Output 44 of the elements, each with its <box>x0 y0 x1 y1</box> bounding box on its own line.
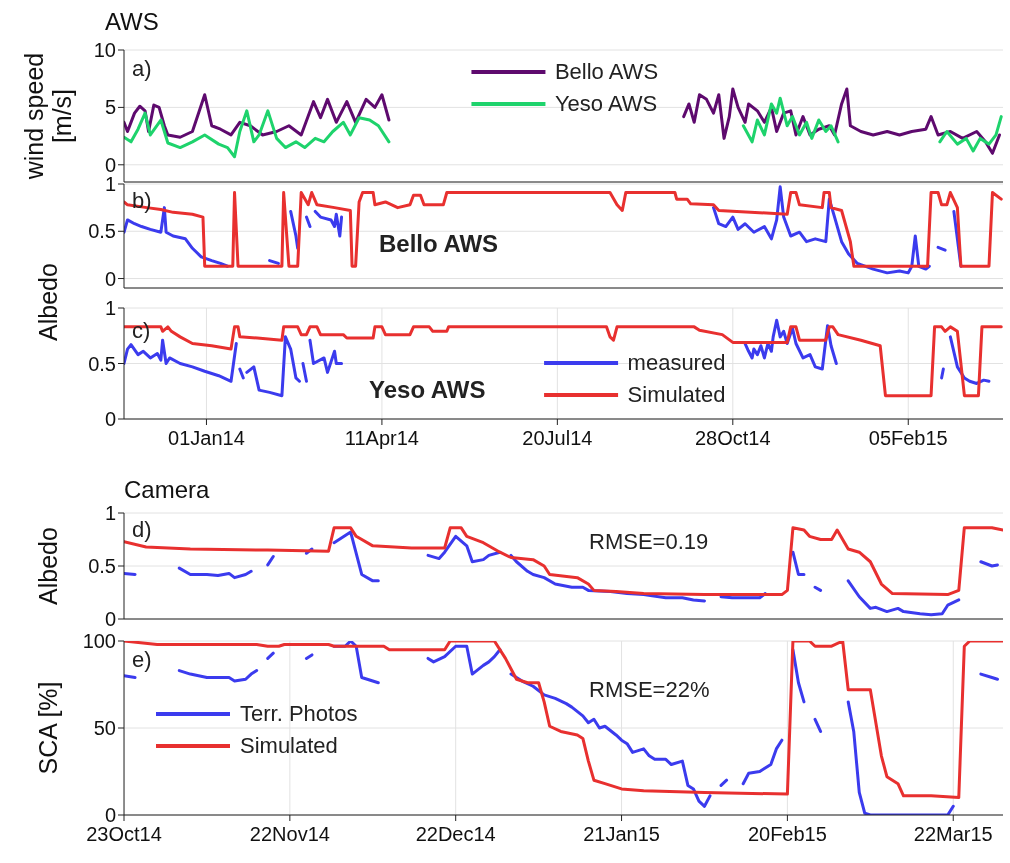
y-tick-label: 5 <box>104 96 116 119</box>
y-axis-title: Albedo <box>34 526 62 607</box>
annotation: Yeso AWS <box>369 376 486 404</box>
y-axis-title: Albedo <box>34 261 62 343</box>
annotation: d) <box>132 517 152 543</box>
legend-label: Simulated <box>240 733 338 759</box>
annotation: a) <box>132 56 152 82</box>
legend-label: measured <box>627 350 726 376</box>
x-tick-label: 21Jan15 <box>583 823 660 846</box>
legend-label: Terr. Photos <box>240 701 358 727</box>
x-tick-label: 11Apr14 <box>344 427 419 450</box>
y-tick-label: 0.5 <box>88 352 116 375</box>
legend-label: Simulated <box>627 382 726 408</box>
y-tick-label: 0.5 <box>88 220 116 243</box>
y-axis-title: SCA [%] <box>34 680 62 777</box>
legend-label: Bello AWS <box>554 59 659 85</box>
x-tick-label: 28Oct14 <box>695 427 771 450</box>
x-tick-label: 20Jul14 <box>522 427 593 450</box>
y-tick-label: 0 <box>104 153 116 176</box>
annotation: Bello AWS <box>379 230 499 258</box>
y-tick-label: 0 <box>104 267 116 290</box>
x-tick-label: 01Jan14 <box>168 427 245 450</box>
y-tick-label: 50 <box>93 717 116 740</box>
annotation: RMSE=0.19 <box>589 529 709 555</box>
chart-title: AWS <box>105 8 159 36</box>
line-series <box>124 191 1003 268</box>
annotation: e) <box>132 647 152 673</box>
y-tick-label: 1 <box>104 297 116 320</box>
x-tick-label: 05Feb15 <box>868 427 948 450</box>
x-tick-label: 22Nov14 <box>249 823 330 846</box>
x-tick-label: 22Mar15 <box>913 823 993 846</box>
y-tick-label: 0 <box>104 608 116 631</box>
y-tick-label: 0.5 <box>88 555 116 578</box>
y-axis-title: wind speed [m/s] <box>20 51 76 182</box>
legend-label: Yeso AWS <box>554 91 658 117</box>
y-tick-label: 1 <box>104 173 116 196</box>
chart-title: Camera <box>124 476 210 504</box>
y-tick-label: 100 <box>82 630 116 653</box>
annotation: RMSE=22% <box>589 677 710 703</box>
y-tick-label: 10 <box>93 39 116 62</box>
y-tick-label: 0 <box>104 408 116 431</box>
x-tick-label: 20Feb15 <box>747 823 827 846</box>
y-tick-label: 1 <box>104 502 116 525</box>
x-tick-label: 22Dec14 <box>415 823 496 846</box>
